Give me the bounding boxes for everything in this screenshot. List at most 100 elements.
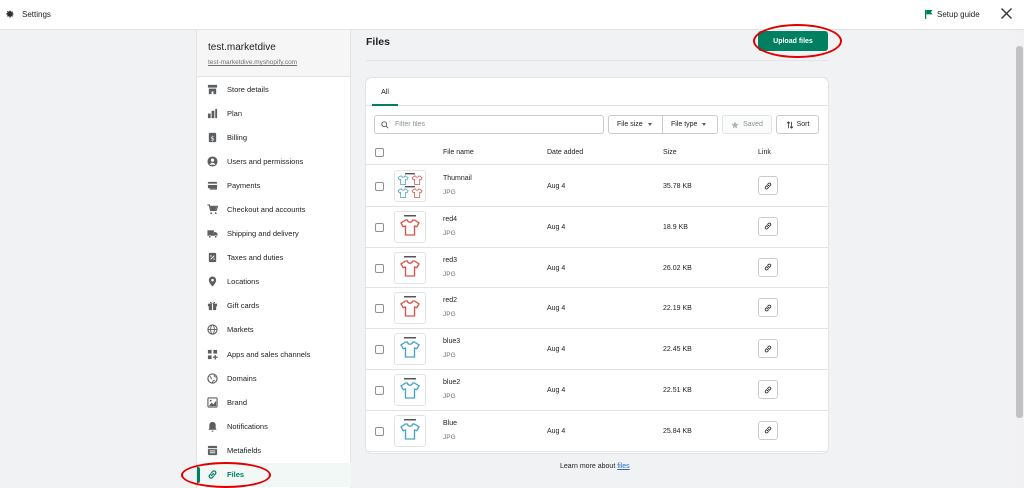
user-icon xyxy=(207,156,218,167)
scrollbar-thumb[interactable] xyxy=(1016,46,1023,418)
sidebar-item-users-and-permissions[interactable]: Users and permissions xyxy=(197,149,351,173)
files-help-link[interactable]: files xyxy=(617,463,630,470)
file-size: 26.02 KB xyxy=(663,264,692,272)
file-date-added: Aug 4 xyxy=(547,387,566,394)
link-icon xyxy=(764,182,772,189)
file-name: blue3 xyxy=(443,338,461,346)
column-link: Link xyxy=(758,149,771,156)
settings-nav: Store details Plan $ Billing Users and p… xyxy=(197,77,351,487)
filter-box[interactable] xyxy=(374,115,604,134)
copy-link-button[interactable] xyxy=(758,339,778,359)
sort-icon xyxy=(786,120,794,129)
setup-guide-link[interactable]: Setup guide xyxy=(925,10,980,19)
file-thumbnail xyxy=(394,251,426,284)
file-type: JPG xyxy=(443,433,456,441)
sidebar-item-brand[interactable]: Brand xyxy=(197,390,351,414)
payments-icon xyxy=(207,181,218,190)
file-date-added: Aug 4 xyxy=(547,427,566,435)
file-size: 22.51 KB xyxy=(663,387,692,394)
sidebar-item-markets[interactable]: Markets xyxy=(197,318,351,342)
sidebar-item-store-details[interactable]: Store details xyxy=(197,77,351,101)
gear-icon xyxy=(6,10,14,18)
globe-icon xyxy=(207,324,218,336)
learn-more-text: Learn more about xyxy=(560,463,616,470)
file-thumbnail xyxy=(394,374,426,406)
table-row[interactable]: blue2 JPG Aug 4 22.51 KB xyxy=(366,370,828,411)
learn-more-footer: Learn more about files xyxy=(560,463,630,470)
file-type: JPG xyxy=(443,352,456,360)
domains-icon xyxy=(207,372,218,384)
app-title: Settings xyxy=(22,10,51,19)
copy-link-button[interactable] xyxy=(758,420,778,440)
sidebar-item-label: Domains xyxy=(227,373,257,383)
saved-button[interactable]: Saved xyxy=(722,115,772,134)
row-checkbox[interactable] xyxy=(375,304,384,314)
sidebar-item-billing[interactable]: $ Billing xyxy=(197,125,351,149)
row-checkbox[interactable] xyxy=(375,426,384,436)
row-checkbox[interactable] xyxy=(375,182,384,191)
sidebar-item-label: Brand xyxy=(227,397,248,407)
sidebar-item-metafields[interactable]: Metafields xyxy=(197,438,351,462)
link-icon xyxy=(208,470,217,479)
table-row[interactable]: Blue JPG Aug 4 25.84 KB xyxy=(366,411,828,452)
file-name: red2 xyxy=(443,297,458,305)
filter-files-input[interactable] xyxy=(395,121,595,128)
files-card: All File size File type Saved Sort File … xyxy=(366,78,828,453)
file-date-added: Aug 4 xyxy=(547,223,566,231)
sidebar-item-gift-cards[interactable]: Gift cards xyxy=(197,294,351,318)
sort-button[interactable]: Sort xyxy=(776,115,819,134)
sidebar-item-apps-and-sales-channels[interactable]: Apps and sales channels xyxy=(197,342,351,366)
sidebar-item-files[interactable]: Files xyxy=(197,462,351,487)
copy-link-button[interactable] xyxy=(758,176,778,195)
store-url-link[interactable]: test-marketdive.myshopify.com xyxy=(208,59,298,66)
table-row[interactable]: red4 JPG Aug 4 18.9 KB xyxy=(366,207,828,248)
file-type: JPG xyxy=(443,393,456,400)
file-size: 22.19 KB xyxy=(663,305,692,313)
sidebar-item-plan[interactable]: Plan xyxy=(197,101,351,125)
copy-link-button[interactable] xyxy=(758,216,778,236)
link-icon xyxy=(764,304,772,312)
sidebar-item-label: Store details xyxy=(227,84,269,94)
sidebar-item-locations[interactable]: Locations xyxy=(197,270,351,294)
sidebar-item-domains[interactable]: Domains xyxy=(197,366,351,390)
plan-icon xyxy=(207,108,218,118)
copy-link-button[interactable] xyxy=(758,380,778,399)
link-icon xyxy=(764,222,772,230)
copy-link-button[interactable] xyxy=(758,257,778,277)
tabs-bar: All xyxy=(366,78,828,106)
sidebar-item-notifications[interactable]: Notifications xyxy=(197,414,351,438)
table-row[interactable]: Thumnail JPG Aug 4 35.78 KB xyxy=(366,166,828,207)
setup-guide-label: Setup guide xyxy=(937,10,980,19)
sidebar-item-label: Checkout and accounts xyxy=(227,205,306,215)
upload-files-button[interactable]: Upload files xyxy=(758,31,828,51)
row-checkbox[interactable] xyxy=(375,345,384,355)
table-row[interactable]: red2 JPG Aug 4 22.19 KB xyxy=(366,288,828,330)
table-row[interactable]: blue3 JPG Aug 4 22.45 KB xyxy=(366,329,828,370)
store-name: test.marketdive xyxy=(208,42,276,53)
table-row[interactable]: red3 JPG Aug 4 26.02 KB xyxy=(366,248,828,289)
gift-icon xyxy=(207,302,218,311)
file-name: blue2 xyxy=(443,379,461,386)
caret-down-icon xyxy=(647,123,652,126)
file-type-dropdown[interactable]: File type xyxy=(662,115,718,134)
flag-icon xyxy=(925,10,933,19)
link-icon xyxy=(764,345,772,353)
sidebar-item-checkout-and-accounts[interactable]: Checkout and accounts xyxy=(197,197,351,221)
sidebar-item-shipping-and-delivery[interactable]: Shipping and delivery xyxy=(197,222,351,246)
row-checkbox[interactable] xyxy=(375,263,384,273)
column-date-added: Date added xyxy=(547,149,584,156)
sidebar-item-label: Locations xyxy=(227,277,260,287)
row-checkbox[interactable] xyxy=(375,222,384,232)
file-size-dropdown[interactable]: File size xyxy=(608,115,663,134)
link-icon xyxy=(764,426,772,434)
truck-icon xyxy=(207,230,218,239)
copy-link-button[interactable] xyxy=(758,298,778,318)
close-icon[interactable] xyxy=(1000,7,1013,20)
sidebar-item-taxes-and-duties[interactable]: Taxes and duties xyxy=(197,246,351,270)
svg-text:$: $ xyxy=(210,134,214,142)
select-all-checkbox[interactable] xyxy=(375,148,384,157)
brand-icon xyxy=(207,397,218,408)
sidebar-item-payments[interactable]: Payments xyxy=(197,173,351,197)
tab-all[interactable]: All xyxy=(372,78,398,106)
row-checkbox[interactable] xyxy=(375,386,384,395)
